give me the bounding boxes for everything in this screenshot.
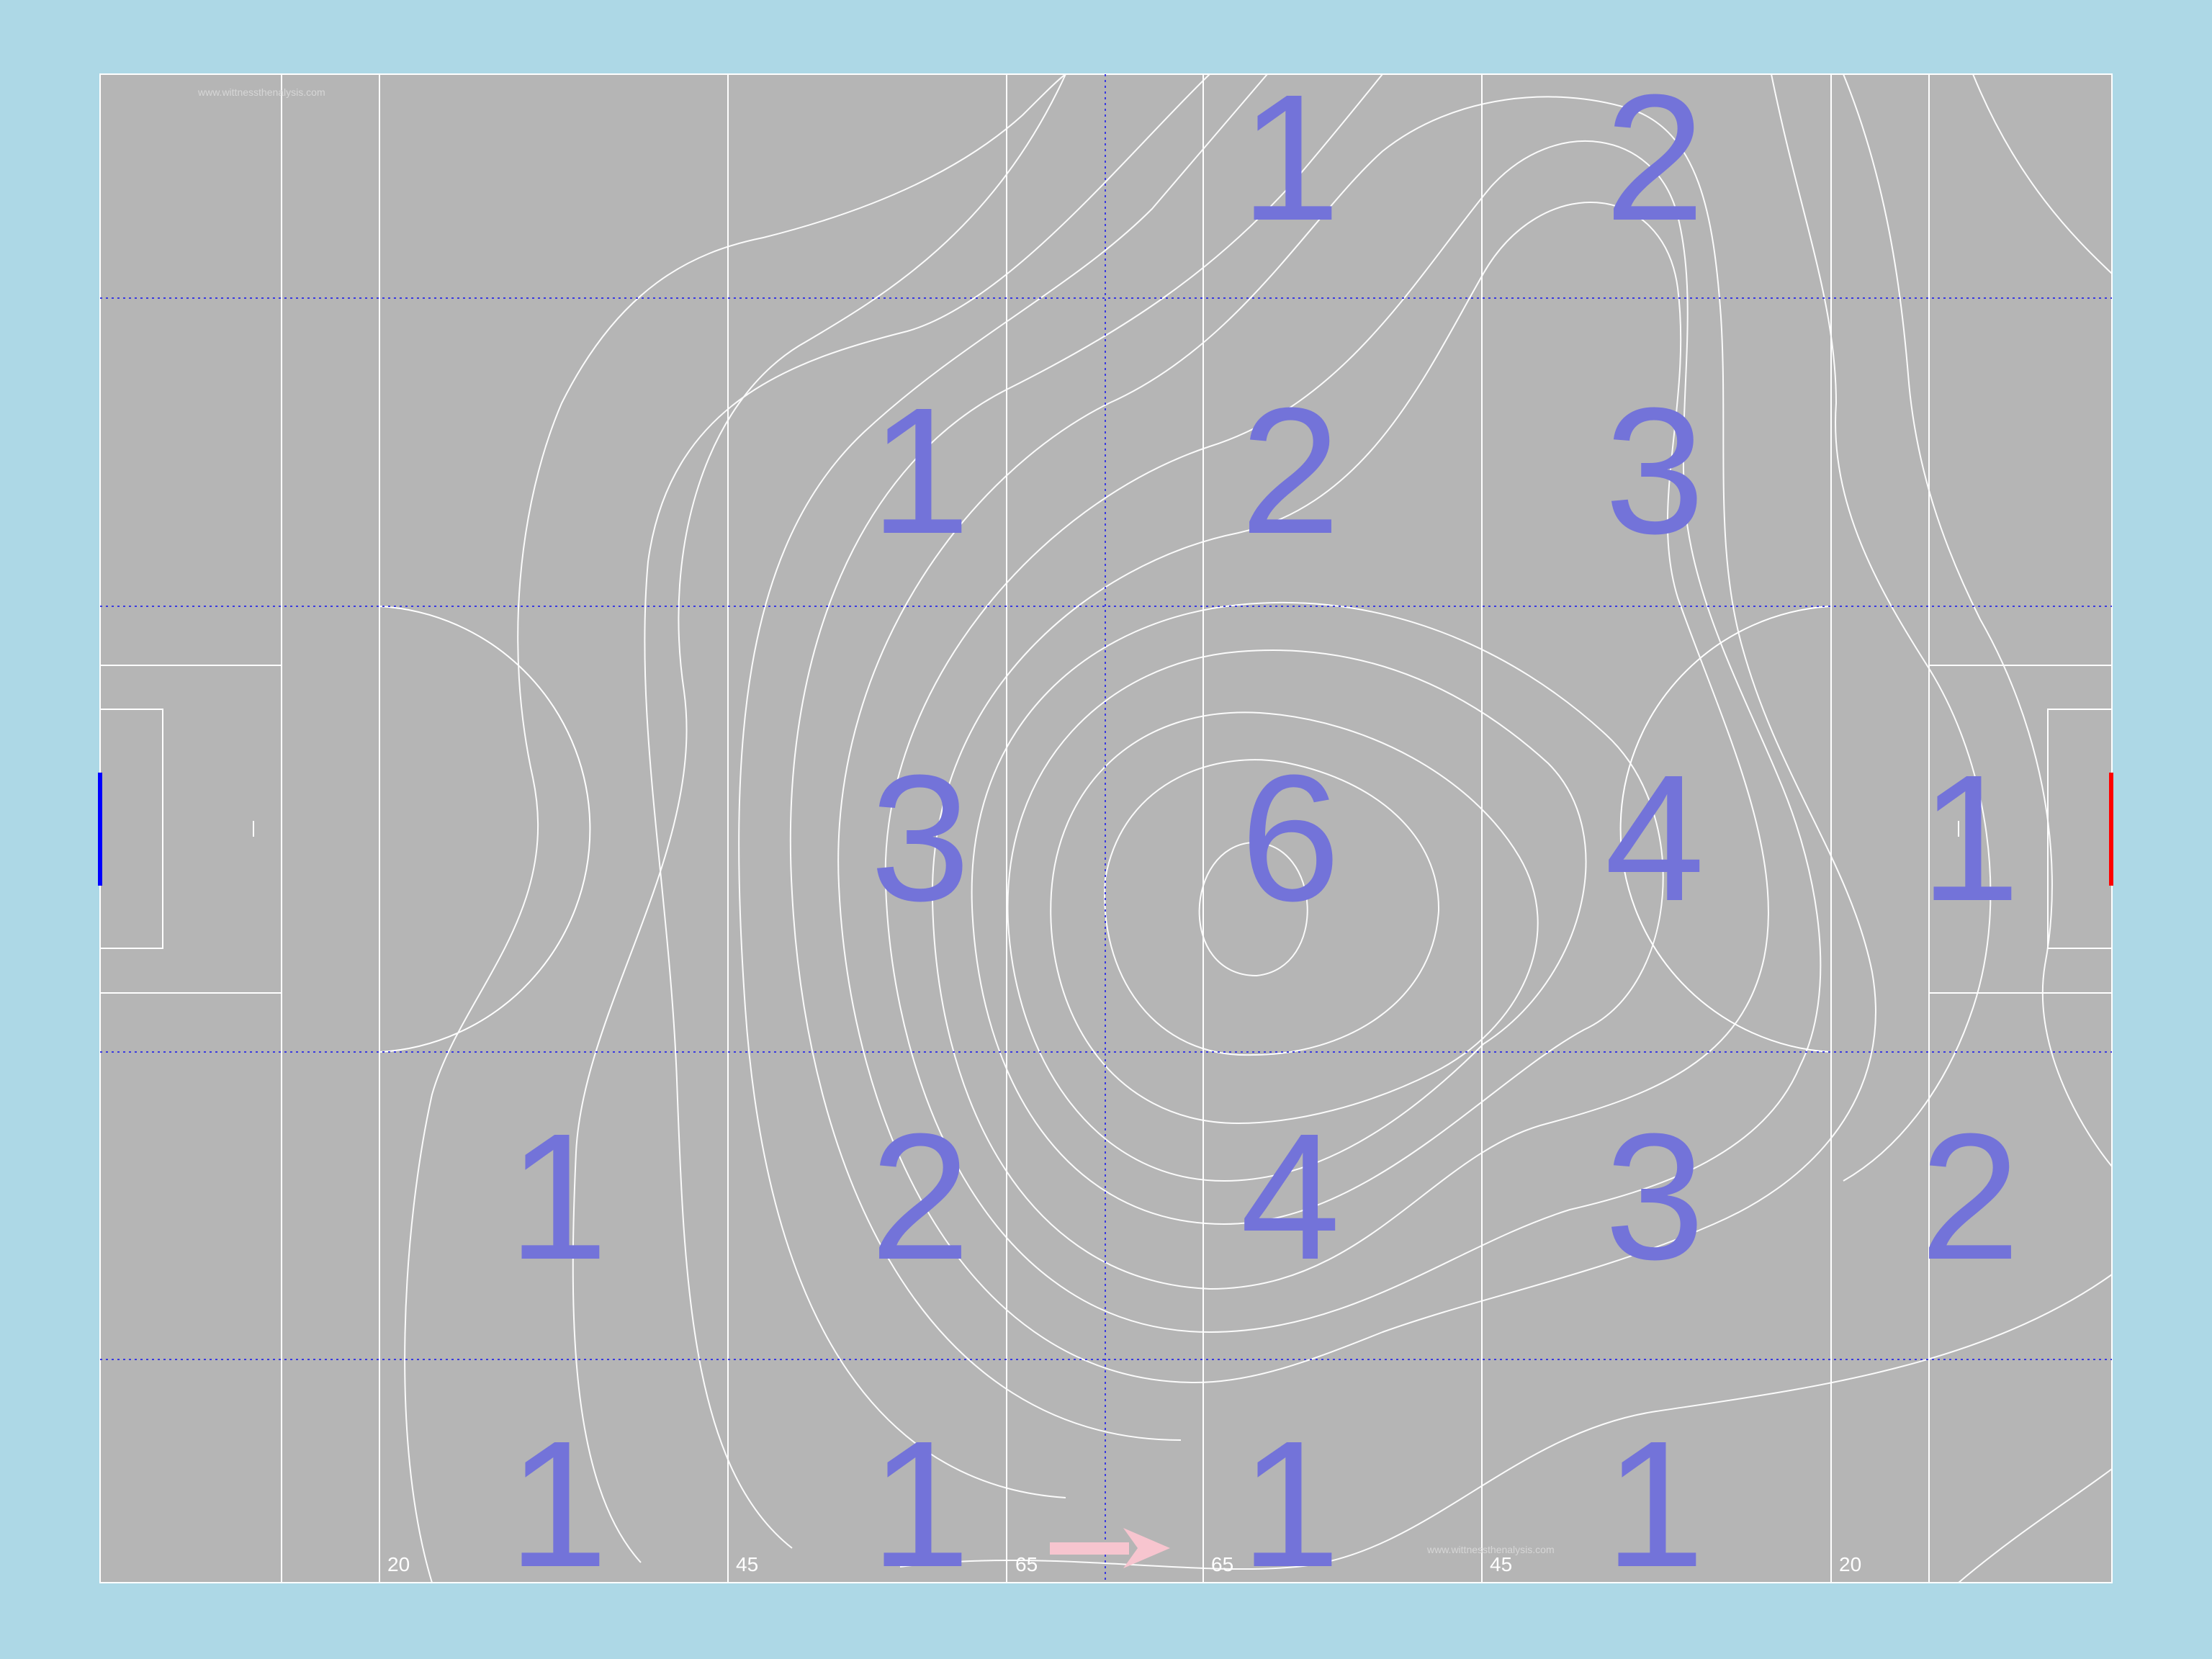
contour-line	[971, 602, 1664, 1226]
contour-line	[404, 73, 1066, 1583]
zone-count-r3-c0: 1	[508, 1096, 608, 1297]
zone-count-r4-c1: 1	[870, 1403, 970, 1604]
contour-line	[1050, 711, 1539, 1125]
arc-right	[1619, 606, 1832, 1053]
contour-line	[884, 140, 1822, 1334]
arc-left	[379, 606, 591, 1053]
zone-count-r3-c3: 3	[1604, 1096, 1704, 1297]
distance-label: 65	[1211, 1553, 1233, 1575]
contour-line	[644, 73, 1210, 1549]
contour-line	[899, 1274, 2113, 1570]
zone-count-r2-c4: 1	[1920, 737, 2020, 938]
zone-count-r2-c2: 6	[1240, 737, 1340, 938]
contour-line	[837, 96, 1876, 1384]
goal-right	[2109, 773, 2113, 886]
watermark: www.wittnessthenalysis.com	[197, 86, 325, 98]
goal-left	[98, 773, 102, 886]
contour-line	[1843, 73, 2113, 1167]
zone-grid	[100, 74, 2112, 1583]
contour-line	[1972, 73, 2113, 274]
contour-line	[738, 73, 1268, 1498]
zone-count-r2-c3: 4	[1604, 737, 1704, 938]
watermark: www.wittnessthenalysis.com	[1426, 1544, 1555, 1555]
distance-label: 45	[1490, 1553, 1512, 1575]
zone-count-r4-c3: 1	[1604, 1403, 1704, 1604]
arrow-right-icon	[1050, 1528, 1170, 1568]
distance-label: 20	[1839, 1553, 1861, 1575]
contour-line	[1007, 649, 1587, 1182]
zone-count-r1-c3: 3	[1604, 370, 1704, 571]
contour-line	[931, 202, 1769, 1290]
density-contours	[404, 73, 2113, 1583]
distance-label: 45	[736, 1553, 758, 1575]
contour-line	[572, 73, 1066, 1563]
zone-count-r4-c2: 1	[1240, 1403, 1340, 1604]
contour-line	[1104, 759, 1440, 1056]
zone-count-r3-c4: 2	[1920, 1096, 2020, 1297]
zone-counts: 1 2 1 2 3 3 6 4 1 1 2 4 3 2 1 1 1 1	[508, 57, 2020, 1604]
zone-count-r2-c1: 3	[870, 737, 970, 938]
contour-line	[789, 73, 1383, 1441]
contour-line	[1958, 1468, 2113, 1583]
distance-label: 20	[387, 1553, 410, 1575]
zone-count-r1-c1: 1	[870, 370, 970, 571]
zone-count-r1-c2: 2	[1240, 370, 1340, 571]
zone-count-r0-c2: 1	[1240, 57, 1340, 258]
zone-count-r3-c1: 2	[870, 1096, 970, 1297]
contour-line	[1198, 841, 1308, 977]
zone-count-r4-c0: 1	[508, 1403, 608, 1604]
distance-labels: 20 45 65 65 45 20	[387, 1553, 1861, 1575]
distance-label: 65	[1015, 1553, 1038, 1575]
zone-count-r3-c2: 4	[1240, 1096, 1340, 1297]
zone-count-r0-c3: 2	[1604, 57, 1704, 258]
